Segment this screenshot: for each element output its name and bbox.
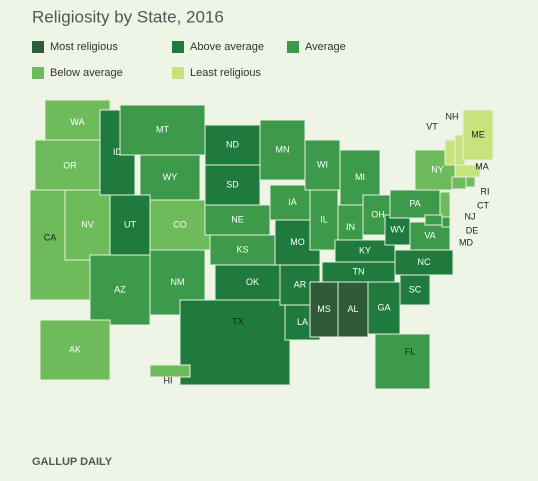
legend-label: Below average — [50, 67, 123, 79]
state-label: GA — [377, 302, 390, 312]
state-shape — [367, 281, 401, 335]
state-label: CT — [477, 200, 489, 210]
state-label: MD — [459, 237, 473, 247]
state-shape — [444, 139, 456, 166]
state-label: WI — [317, 159, 328, 169]
state-label: SD — [226, 179, 239, 189]
legend-swatch — [32, 41, 44, 53]
legend-swatch — [172, 67, 184, 79]
state-label: IN — [346, 222, 355, 232]
legend-swatch — [32, 67, 44, 79]
state-shape — [394, 249, 454, 276]
state-label: OH — [371, 209, 385, 219]
state-label: MO — [290, 237, 305, 247]
state-label: NV — [81, 219, 94, 229]
state-label: IL — [320, 214, 328, 224]
state-shape — [179, 299, 291, 386]
state-label: KS — [236, 244, 248, 254]
state-shape — [149, 199, 211, 251]
state-label: SC — [409, 284, 422, 294]
state-shape — [465, 176, 476, 188]
state-shape — [204, 164, 261, 206]
state-shape — [441, 216, 451, 228]
state-shape — [374, 333, 431, 390]
state-label: TX — [232, 316, 244, 326]
map-title: Religiosity by State, 2016 — [32, 7, 224, 26]
state-label: IA — [288, 197, 297, 207]
state-label: HI — [164, 375, 173, 385]
legend-label: Average — [305, 41, 346, 53]
state-label: ID — [113, 147, 123, 157]
state-label: WV — [390, 224, 405, 234]
state-label: DE — [466, 225, 479, 235]
state-label: NH — [446, 111, 459, 121]
state-shape — [424, 214, 443, 226]
state-label: MN — [276, 144, 290, 154]
state-label: WA — [70, 117, 84, 127]
state-shape — [89, 254, 151, 326]
state-label: LA — [297, 317, 308, 327]
state-shape — [269, 184, 316, 221]
state-label: ND — [226, 139, 239, 149]
state-label: MS — [317, 304, 331, 314]
legend-label: Most religious — [50, 41, 118, 53]
state-label: VA — [424, 230, 435, 240]
state-shape — [109, 194, 151, 256]
legend-label: Least religious — [190, 67, 261, 79]
state-shape — [451, 176, 467, 190]
state-shape — [209, 234, 276, 266]
state-shape — [259, 119, 306, 181]
state-shape — [439, 191, 451, 218]
state-label: ME — [471, 129, 485, 139]
state-shape — [462, 109, 494, 161]
state-label: NJ — [465, 211, 476, 221]
state-label: CA — [44, 232, 57, 242]
state-shape — [34, 139, 106, 193]
state-label: PA — [409, 198, 420, 208]
state-label: RI — [481, 186, 490, 196]
state-label: AR — [294, 279, 307, 289]
state-shape — [309, 189, 339, 251]
state-label: AL — [347, 304, 358, 314]
legend-swatch — [172, 41, 184, 53]
state-label: TN — [353, 266, 365, 276]
state-label: OK — [246, 277, 259, 287]
state-label: NE — [231, 214, 244, 224]
state-label: UT — [124, 219, 136, 229]
state-shape — [384, 214, 411, 246]
state-label: AZ — [114, 284, 126, 294]
state-label: NY — [431, 164, 444, 174]
legend-swatch — [287, 41, 299, 53]
state-label: OR — [63, 160, 77, 170]
state-label: MT — [156, 124, 169, 134]
state-shape — [149, 364, 191, 378]
state-label: VT — [426, 121, 438, 131]
state-label: CO — [173, 219, 187, 229]
state-label: FL — [405, 346, 416, 356]
state-label: MA — [475, 161, 489, 171]
state-shape — [44, 99, 111, 146]
legend-label: Above average — [190, 41, 264, 53]
state-label: NM — [171, 277, 185, 287]
state-label: MI — [355, 172, 365, 182]
state-shape — [39, 319, 111, 381]
state-label: WY — [163, 172, 178, 182]
state-label: KY — [359, 245, 371, 255]
state-shape — [399, 274, 431, 306]
state-label: AK — [69, 344, 81, 354]
state-label: NC — [418, 257, 431, 267]
footer: GALLUP DAILY — [32, 456, 113, 468]
